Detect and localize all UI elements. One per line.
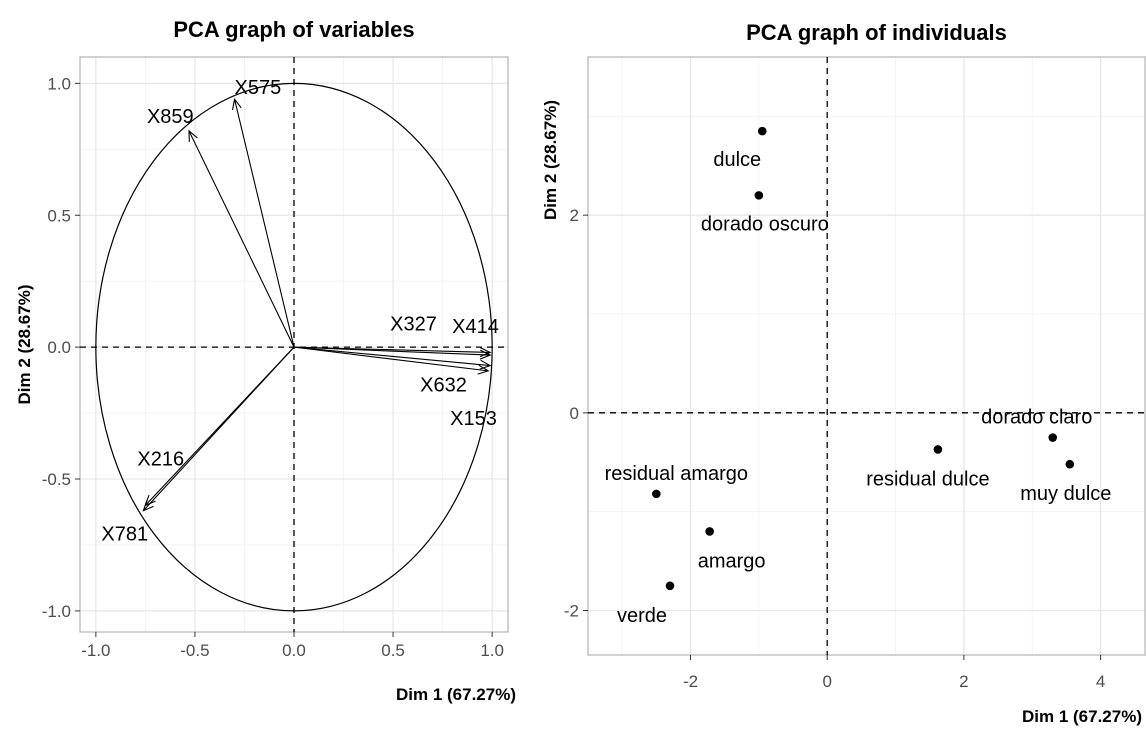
variables-y-tick-label: 0.5 [47,206,71,225]
individual-point [933,445,943,454]
individual-point [1048,433,1058,442]
variables-grid [79,56,509,633]
variables-x-tick-label: 0.5 [381,641,405,660]
individual-dorado-oscuro: dorado oscuro [701,191,829,235]
individuals-x-tick-label: 2 [959,672,968,691]
variables-x-tick-label: 1.0 [480,641,504,660]
variables-x-axis-label: Dim 1 (67.27%) [396,685,516,704]
individuals-chart-title: PCA graph of individuals [746,20,1007,45]
variable-arrow-shaft [143,346,295,512]
variable-arrow-head [231,97,242,111]
variable-vector-x859: X859 [147,106,295,348]
individual-label: verde [617,605,667,627]
individual-residual-amargo: residual amargo [605,463,748,499]
variable-arrow-shaft [293,346,491,356]
individuals-marks: dulce dorado oscuro dorado claro residual d… [588,57,1145,655]
individual-verde: verde [617,581,675,627]
individuals-y-axis-label: Dim 2 (28.67%) [541,100,560,220]
individual-label: dorado oscuro [701,213,829,235]
variable-label: X781 [101,524,148,546]
individuals-grid [587,56,1146,656]
individual-point [757,126,767,136]
individual-dorado-claro: dorado claro [981,407,1092,442]
variable-label: X575 [235,77,282,99]
individuals-y-tick-label: 2 [570,206,579,225]
variables-x-tick-label: -1.0 [81,641,110,660]
individuals-x-axis-label: Dim 1 (67.27%) [1022,707,1142,726]
variable-arrow-head [477,364,490,375]
variable-arrow-head [188,129,198,142]
variable-label: X153 [450,408,497,430]
individual-label: amargo [698,550,766,572]
pca-individuals-panel: PCA graph of individuals Dim 1 (67.27%) … [541,20,1146,726]
variable-arrow-shaft [293,346,491,367]
individual-label: residual amargo [605,463,748,485]
variables-y-axis-label: Dim 2 (28.67%) [15,285,34,405]
variables-y-tick-label: -1.0 [42,602,71,621]
variable-arrow-shaft [188,130,295,348]
variable-label: X414 [452,316,499,338]
individuals-y-tick-label: -2 [564,602,579,621]
variables-y-tick-label: 1.0 [47,74,71,93]
variables-axis-ticks: -1.0 -0.5 0.0 0.5 1.0 -1.0 -0.5 0.0 0.5 1.0 [42,74,504,660]
individual-muy-dulce: muy dulce [1020,459,1111,505]
pca-variables-panel: PCA graph of variables Dim 1 (67.27%) Di… [15,17,516,704]
individual-label: muy dulce [1020,483,1111,505]
individuals-plot-frame [587,56,1146,656]
variable-label: X632 [420,375,467,397]
variable-arrow-shaft [293,346,489,372]
individual-residual-dulce: residual dulce [866,445,990,490]
individuals-axis-ticks: -2 0 2 4 -2 0 2 [564,206,1105,691]
individual-point [1065,459,1075,469]
variables-chart-title: PCA graph of variables [173,17,414,42]
variable-arrow-shaft [234,99,295,348]
individual-point [665,581,675,591]
variables-marks: X575 X859 X327 X414 X632 X153 X216 X781 [80,57,508,632]
individual-point [705,527,714,536]
individuals-y-tick-label: 0 [570,404,579,423]
variable-label: X216 [137,448,184,470]
individual-point [652,489,661,499]
variables-y-tick-label: 0.0 [47,338,71,357]
individuals-x-tick-label: -2 [683,672,698,691]
variable-label: X327 [390,313,437,335]
individual-amargo: amargo [698,527,766,572]
individual-label: dorado claro [981,407,1092,429]
variable-vector-x153: X153 [293,346,497,430]
variable-vector-x781: X781 [101,346,295,546]
variable-arrow-head [142,500,154,512]
variable-vector-x575: X575 [231,77,295,348]
variable-arrow-head [479,349,492,360]
variables-x-tick-label: -0.5 [180,641,209,660]
individual-point [754,191,764,200]
variable-label: X859 [147,106,194,128]
variable-vector-x414: X414 [293,316,499,360]
individuals-x-tick-label: 0 [822,672,831,691]
individual-label: residual dulce [866,468,989,490]
variables-y-tick-label: -0.5 [42,470,71,489]
variables-x-tick-label: 0.0 [282,641,306,660]
variable-vector-x632: X632 [293,346,492,397]
individuals-x-tick-label: 4 [1096,672,1105,691]
individual-label: dulce [713,149,761,171]
individual-dulce: dulce [713,126,767,171]
unit-correlation-circle [95,82,493,612]
